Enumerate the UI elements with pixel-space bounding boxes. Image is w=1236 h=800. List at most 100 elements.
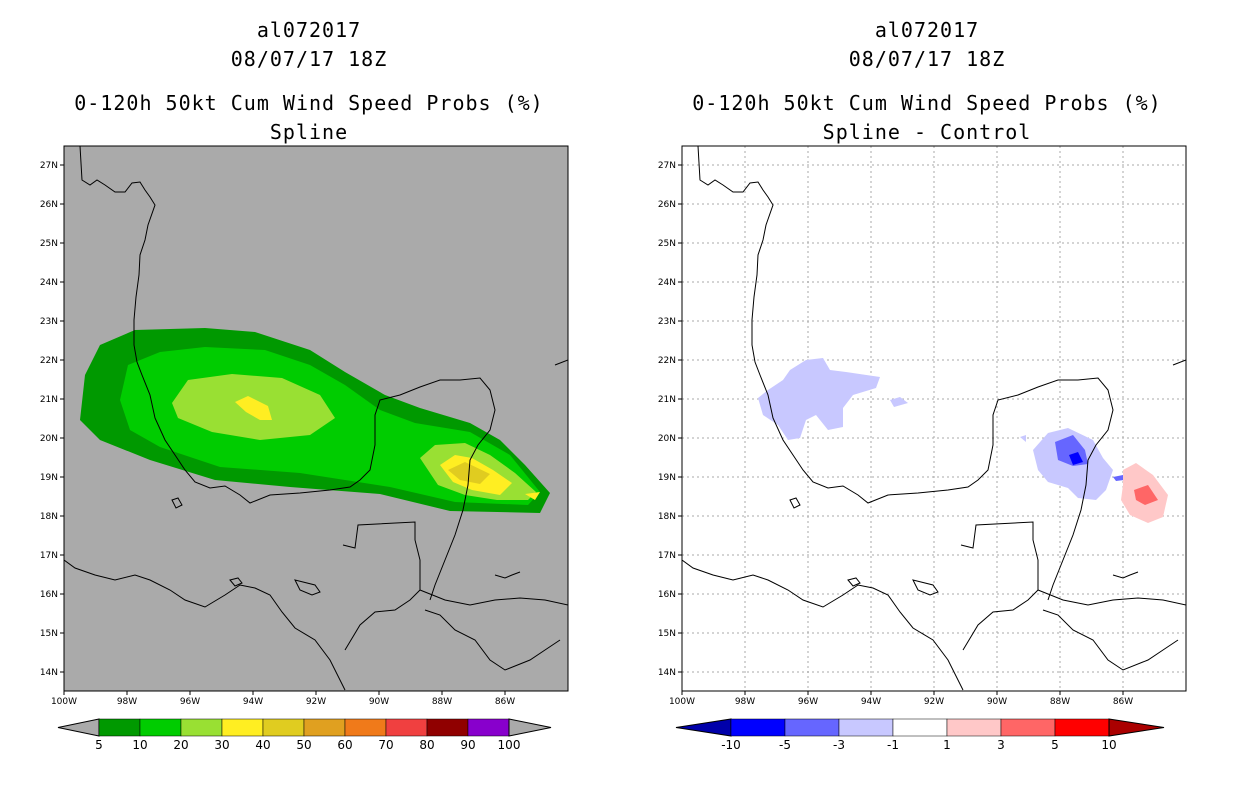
lat-tick-label: 19N: [40, 473, 58, 483]
colorbar-swatch: [946, 718, 1002, 737]
colorbar-over-arrow: [508, 718, 552, 737]
lon-tick-label: 88W: [432, 697, 452, 707]
right-title-product: 0-120h 50kt Cum Wind Speed Probs (%): [692, 91, 1162, 115]
left-coastlines: [64, 146, 568, 691]
lon-tick-label: 88W: [1050, 697, 1070, 707]
lon-tick-label: 90W: [369, 697, 389, 707]
lon-tick-label: 90W: [987, 697, 1007, 707]
lat-tick-label: 23N: [40, 317, 58, 327]
right-lon-axis: 100W 98W 96W 94W 92W 90W 88W 86W: [669, 691, 1133, 707]
lat-tick-label: 21N: [658, 395, 676, 405]
lat-tick-label: 15N: [658, 629, 676, 639]
lon-tick-label: 94W: [243, 697, 263, 707]
right-gridlines: [682, 146, 1186, 691]
lon-tick-label: 98W: [117, 697, 137, 707]
colorbar-label: 60: [337, 738, 352, 752]
lat-tick-label: 27N: [658, 161, 676, 171]
colorbar-swatch: [467, 718, 510, 737]
colorbar-swatch: [139, 718, 182, 737]
colorbar-under-arrow: [57, 718, 100, 737]
lat-tick-label: 14N: [40, 668, 58, 678]
right-map-svg: 27N 26N 25N 24N 23N 22N 21N 20N 19N 18N 17N 16N 15N 1…: [658, 145, 1187, 752]
left-lon-axis: 100W 98W 96W 94W 92W 90W 88W 86W: [51, 691, 515, 707]
lat-tick-label: 22N: [658, 356, 676, 366]
lat-tick-label: 21N: [40, 395, 58, 405]
right-coastlines: [682, 146, 1186, 691]
left-map-panel: al072017 08/07/17 18Z 0-120h 50kt Cum Wi…: [40, 18, 569, 752]
diff-neg3-region: [1055, 435, 1124, 481]
colorbar-label: -1: [887, 738, 899, 752]
lon-tick-label: 86W: [495, 697, 515, 707]
right-map-panel: al072017 08/07/17 18Z 0-120h 50kt Cum Wi…: [618, 0, 1236, 800]
diff-neg1-region-west: [758, 358, 880, 440]
lat-tick-label: 27N: [40, 161, 58, 171]
lat-tick-label: 22N: [40, 356, 58, 366]
colorbar-swatch: [303, 718, 346, 737]
lat-tick-label: 20N: [40, 434, 58, 444]
colorbar-label: 20: [173, 738, 188, 752]
colorbar-swatch: [784, 718, 840, 737]
diff-neg1-region-tiny: [1020, 435, 1026, 442]
left-title-time: 08/07/17 18Z: [230, 47, 388, 71]
colorbar-swatch: [1054, 718, 1110, 737]
colorbar-label: -3: [833, 738, 845, 752]
lat-tick-label: 16N: [40, 590, 58, 600]
colorbar-label: -10: [721, 738, 741, 752]
left-title-sub: Spline: [269, 120, 349, 144]
colorbar-label: 100: [498, 738, 521, 752]
colorbar-label: 5: [95, 738, 103, 752]
lon-tick-label: 100W: [669, 697, 695, 707]
right-title-storm: al072017: [874, 18, 980, 42]
colorbar-label: 1: [943, 738, 951, 752]
colorbar-swatch: [385, 718, 428, 737]
lat-tick-label: 25N: [40, 239, 58, 249]
colorbar-swatch: [838, 718, 894, 737]
lon-tick-label: 94W: [861, 697, 881, 707]
colorbar-label: 30: [214, 738, 229, 752]
lat-tick-label: 17N: [658, 551, 676, 561]
lat-tick-label: 26N: [658, 200, 676, 210]
lon-tick-label: 96W: [798, 697, 818, 707]
colorbar-label: 3: [997, 738, 1005, 752]
colorbar-label: 5: [1051, 738, 1059, 752]
colorbar-label: 70: [378, 738, 393, 752]
right-lat-axis: 27N 26N 25N 24N 23N 22N 21N 20N 19N 18N 17N 16N 15N 1…: [658, 161, 682, 678]
lat-tick-label: 19N: [658, 473, 676, 483]
colorbar-swatch: [180, 718, 223, 737]
colorbar-label: 40: [255, 738, 270, 752]
left-map-svg: 27N 26N 25N 24N 23N 22N 21N 20N 19N 18N 17N 16N 15N 1…: [40, 145, 569, 752]
lon-tick-label: 92W: [924, 697, 944, 707]
colorbar-label: -5: [779, 738, 791, 752]
lat-tick-label: 14N: [658, 668, 676, 678]
right-colorbar: -10 -5 -3 -1 1 3 5 10: [675, 718, 1165, 752]
colorbar-under-arrow: [675, 718, 732, 737]
colorbar-label: 50: [296, 738, 311, 752]
right-title-time: 08/07/17 18Z: [848, 47, 1006, 71]
colorbar-label: 10: [1101, 738, 1116, 752]
lat-tick-label: 16N: [658, 590, 676, 600]
lat-tick-label: 23N: [658, 317, 676, 327]
colorbar-swatch: [892, 718, 948, 737]
colorbar-swatch: [730, 718, 786, 737]
lat-tick-label: 17N: [40, 551, 58, 561]
right-title-sub: Spline - Control: [822, 120, 1032, 144]
colorbar-swatch: [1000, 718, 1056, 737]
right-difference-contours: [758, 358, 1168, 523]
lon-tick-label: 100W: [51, 697, 77, 707]
lat-tick-label: 25N: [658, 239, 676, 249]
lat-tick-label: 26N: [40, 200, 58, 210]
lat-tick-label: 18N: [658, 512, 676, 522]
lat-tick-label: 20N: [658, 434, 676, 444]
diff-neg5-region: [1069, 452, 1083, 465]
colorbar-swatch: [98, 718, 141, 737]
lat-tick-label: 24N: [40, 278, 58, 288]
colorbar-label: 10: [132, 738, 147, 752]
lat-tick-label: 18N: [40, 512, 58, 522]
diff-pos3-region: [1134, 485, 1158, 505]
diff-neg1-region-small: [890, 397, 908, 407]
lat-tick-label: 24N: [658, 278, 676, 288]
left-colorbar: 5 10 20 30 40 50 60 70 80 90 100: [57, 718, 552, 752]
colorbar-swatch: [221, 718, 264, 737]
colorbar-swatch: [426, 718, 469, 737]
lon-tick-label: 86W: [1113, 697, 1133, 707]
